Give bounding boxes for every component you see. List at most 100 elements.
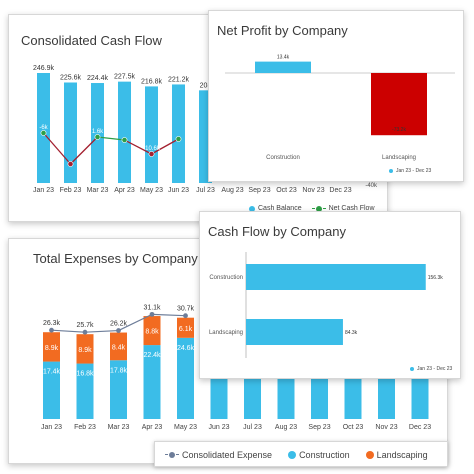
data-label: 26.2k (110, 321, 128, 328)
legend-swatch (410, 367, 414, 371)
x-tick-label: Mar 23 (108, 424, 130, 431)
data-label: -6k (39, 125, 48, 131)
legend-swatch (288, 451, 297, 459)
bar-net-profit (371, 73, 427, 136)
legend-swatch (311, 205, 326, 212)
legend-label: Consolidated Expense (182, 450, 273, 460)
x-tick-label: Jan 23 (41, 424, 62, 431)
x-tick-label: May 23 (174, 424, 197, 431)
x-tick-label: Aug 23 (221, 187, 243, 194)
net-cash-flow-point (94, 134, 101, 140)
consolidated-expense-point (183, 313, 188, 319)
data-label: 225.6k (60, 74, 82, 81)
x-tick-label: Construction (266, 155, 300, 161)
data-label: 17.8k (110, 367, 128, 374)
x-tick-label: Apr 23 (142, 424, 163, 431)
net-cash-flow-point (175, 136, 182, 142)
x-tick-label: Sep 23 (308, 424, 330, 431)
chart-legend: Consolidated Expense Construction Landsc… (165, 450, 428, 460)
legend-item-landscaping[interactable]: Landscaping (365, 450, 428, 460)
legend-item-consolidated-expense[interactable]: Consolidated Expense (165, 450, 272, 460)
net-cash-flow-point (40, 130, 47, 136)
consolidated-cash-flow-chart: 246.9k Jan 23 225.6k Feb 23 224.4k Mar 23 227.… (33, 65, 378, 194)
x-tick-label: Apr 23 (114, 187, 135, 194)
data-label: 25.7k (76, 322, 94, 329)
net-cash-flow-point (121, 137, 128, 143)
legend-item-net-cash-flow[interactable]: Net Cash Flow (311, 205, 375, 212)
data-label: 8.8k (145, 329, 159, 336)
legend-item-cash-balance[interactable]: Cash Balance (249, 205, 302, 212)
data-label: 246.9k (33, 65, 55, 72)
x-tick-label: Nov 23 (302, 187, 324, 194)
data-label: -10.6k (143, 146, 161, 152)
net-cash-flow-segment (97, 136, 125, 141)
bar-construction (76, 363, 94, 419)
data-label: 24.6k (177, 345, 195, 352)
chart-legend: Jan 23 - Dec 23 (389, 168, 431, 174)
data-label: 8.4k (112, 344, 126, 351)
data-label: 8.9k (45, 345, 59, 352)
consolidated-expense-segment (84, 329, 119, 333)
cash-flow-by-company-card: Cash Flow by Company 156.3k Construction 8… (199, 211, 461, 379)
bar-construction (43, 361, 60, 419)
expenses-legend-box: Consolidated Expense Construction Landsc… (154, 441, 448, 467)
net-cash-flow-point (67, 161, 74, 167)
x-tick-label: Jul 23 (243, 424, 262, 431)
consolidated-expense-segment (118, 313, 153, 332)
x-tick-label: Jan 23 (33, 187, 54, 194)
data-label: 227.5k (114, 74, 136, 81)
x-tick-label: Jul 23 (196, 187, 215, 194)
bar-cash-flow (246, 264, 426, 290)
data-label: 1.6k (92, 129, 104, 135)
bar-cash-flow (246, 319, 343, 345)
x-tick-label: Dec 23 (409, 424, 431, 431)
bar-cash-balance (37, 73, 50, 183)
x-tick-label: Sep 23 (248, 187, 270, 194)
consolidated-expense-point (149, 311, 155, 317)
x-tick-label: Feb 23 (60, 187, 82, 194)
legend-swatch (165, 452, 179, 458)
net-cash-flow-segment (151, 138, 179, 155)
net-cash-flow-segment (70, 136, 98, 165)
bar-construction (110, 360, 127, 419)
y-tick-label: Construction (209, 275, 243, 281)
legend-item-period[interactable]: Jan 23 - Dec 23 (410, 366, 452, 372)
bar-cash-balance (91, 83, 104, 183)
card-title: Net Profit by Company (217, 23, 348, 38)
bar-landscaping (76, 334, 94, 364)
consolidated-expense-point (82, 329, 88, 335)
legend-label: Landscaping (376, 450, 428, 460)
data-label: 221.2k (168, 76, 190, 83)
x-tick-label: Dec 23 (329, 187, 351, 194)
data-label: 30.7k (177, 306, 195, 313)
x-tick-label: Jun 23 (168, 187, 189, 194)
legend-label: Jan 23 - Dec 23 (396, 168, 432, 174)
chart-legend: Jan 23 - Dec 23 (410, 366, 452, 372)
net-profit-card: Net Profit by Company 13.4k Construction -… (208, 10, 464, 182)
x-tick-label: Oct 23 (276, 187, 297, 194)
data-label: 13.4k (277, 55, 290, 61)
x-tick-label: Feb 23 (74, 424, 96, 431)
bar-cash-balance (172, 84, 185, 183)
data-label: 156.3k (428, 275, 444, 281)
data-label: 17.4k (43, 369, 61, 376)
card-title: Total Expenses by Company (33, 251, 198, 266)
data-label: 16.8k (76, 371, 94, 378)
x-tick-label: Aug 23 (275, 424, 297, 431)
legend-label: Jan 23 - Dec 23 (417, 366, 453, 372)
data-label: 208 (200, 82, 212, 89)
data-label: 31.1k (143, 304, 161, 311)
net-cash-flow-segment (124, 139, 152, 155)
data-label: 22.4k (143, 352, 161, 359)
bar-cash-balance (118, 81, 131, 183)
x-tick-label: Mar 23 (87, 187, 109, 194)
cash-flow-by-company-chart: 156.3k Construction 84.3k Landscaping (209, 252, 444, 358)
bar-landscaping (43, 332, 60, 362)
legend-swatch (249, 205, 255, 212)
legend-item-period[interactable]: Jan 23 - Dec 23 (389, 168, 431, 174)
legend-item-construction[interactable]: Construction (288, 450, 350, 460)
bar-construction (177, 337, 194, 419)
card-title: Cash Flow by Company (208, 224, 346, 239)
x-tick-label: Landscaping (382, 155, 416, 161)
y-tick-label: -40k (365, 183, 378, 189)
